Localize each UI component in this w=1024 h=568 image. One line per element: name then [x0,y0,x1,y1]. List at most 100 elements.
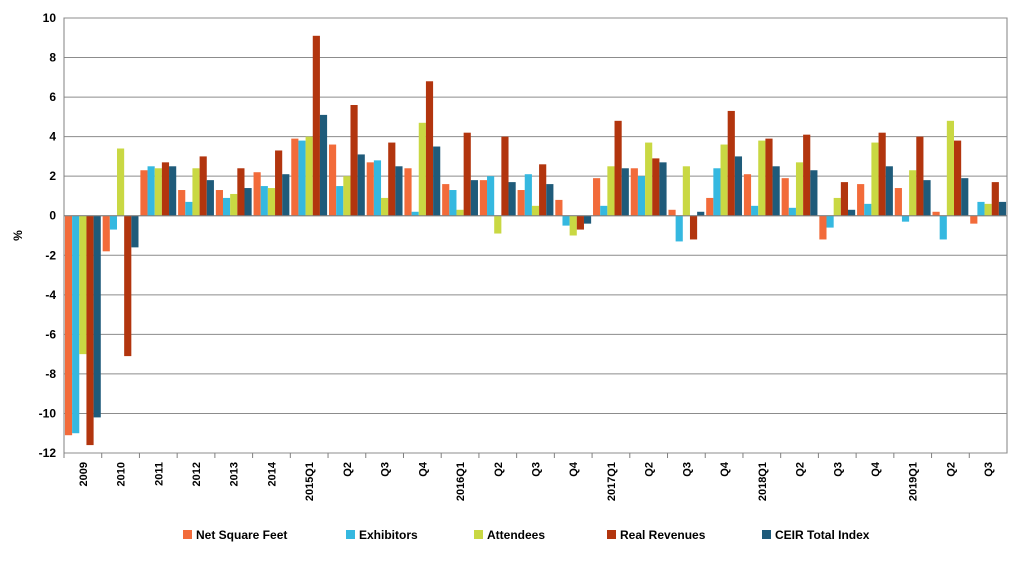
bar-exhibitors [487,176,495,216]
bar-net-square-feet [970,215,978,224]
bar-exhibitors [864,203,872,216]
y-axis-label: % [11,230,25,241]
bar-real-revenues [539,164,547,216]
bar-real-revenues [576,215,584,230]
bar-ceir-total-index [772,166,780,216]
bar-real-revenues [803,134,811,216]
bar-exhibitors [788,207,796,216]
bar-exhibitors [977,201,985,216]
bar-ceir-total-index [734,156,743,216]
x-tick-label: Q2 [342,462,354,477]
x-tick-label: 2011 [153,462,165,486]
bar-real-revenues [199,156,207,216]
bar-exhibitors [939,215,947,240]
bar-net-square-feet [178,190,186,216]
bar-real-revenues [954,140,962,216]
bar-attendees [343,176,351,216]
y-tick-label: 4 [49,130,56,144]
y-tick-label: -10 [39,406,57,420]
bar-ceir-total-index [508,182,516,216]
bar-exhibitors [260,186,268,216]
bar-exhibitors [449,190,457,216]
bar-net-square-feet [555,199,563,216]
x-tick-label: Q3 [531,462,543,477]
bar-attendees [795,162,804,216]
bar-ceir-total-index [848,209,856,216]
bar-attendees [758,140,766,216]
bar-real-revenues [840,182,849,216]
axes: 10 8 6 4 2 0 -2 -4 -6 -8 -10 -12 2009 2010 2011 2012 201… [39,11,1007,501]
x-tick-label: 2018Q1 [757,462,769,501]
x-tick-label: Q4 [568,461,580,477]
bar-ceir-total-index [810,170,818,216]
bar-exhibitors [524,174,532,216]
bar-attendees [154,168,162,216]
legend-label-real-revenues: Real Revenues [620,528,706,542]
bar-net-square-feet [706,197,714,216]
bar-attendees [720,144,728,216]
x-tick-label: 2016Q1 [455,462,467,501]
x-tick-label: Q3 [681,462,693,477]
bar-attendees [418,122,426,216]
bar-exhibitors [901,215,910,222]
bar-net-square-feet [253,172,261,216]
bar-attendees [79,215,87,355]
bar-attendees [946,120,955,216]
bar-ceir-total-index [659,162,667,216]
x-tick-label: Q3 [983,462,995,477]
y-tick-label: -4 [45,288,56,302]
bar-real-revenues [161,162,170,216]
bar-attendees [682,166,690,216]
bar-net-square-feet [442,184,450,216]
bar-net-square-feet [215,190,223,216]
bar-real-revenues [124,215,132,357]
bar-real-revenues [614,120,622,216]
bar-ceir-total-index [923,180,931,216]
bar-net-square-feet [630,168,638,216]
x-tick-label: 2019Q1 [908,462,920,501]
bar-attendees [984,203,992,216]
bar-attendees [607,166,615,216]
y-tick-label: -6 [45,327,56,341]
bar-exhibitors [185,201,193,216]
bar-exhibitors [562,215,570,226]
bar-real-revenues [312,35,320,216]
bar-attendees [116,148,125,216]
bar-attendees [494,215,502,234]
legend-label-exhibitors: Exhibitors [359,528,418,542]
bar-real-revenues [727,110,735,216]
bar-ceir-total-index [470,180,478,216]
bar-net-square-feet [291,138,299,216]
bar-ceir-total-index [546,184,554,216]
x-tick-label: Q2 [493,462,505,477]
bar-attendees [645,142,653,216]
y-tick-label: -8 [45,367,56,381]
bar-ceir-total-index [583,215,592,224]
bar-real-revenues [916,136,924,216]
bar-net-square-feet [404,168,412,216]
bar-net-square-feet [668,209,676,216]
y-tick-label: -12 [39,446,57,460]
bar-real-revenues [652,158,660,216]
bar-ceir-total-index [433,146,441,216]
legend: Net Square Feet Exhibitors Attendees Real R… [183,528,870,542]
bar-attendees [192,168,200,216]
x-tick-label: Q4 [417,461,429,477]
bar-exhibitors [675,215,683,242]
bar-ceir-total-index [357,154,365,216]
bar-exhibitors [298,140,306,216]
gridlines [63,17,1008,454]
bar-attendees [909,170,917,216]
x-tick-label: 2013 [229,462,241,486]
bar-exhibitors [411,211,419,216]
bar-exhibitors [147,166,155,216]
bar-attendees [833,197,841,216]
y-tick-label: 8 [49,51,56,65]
x-tick-label: Q3 [832,462,844,477]
y-tick-label: 2 [49,169,56,183]
bar-exhibitors [637,176,646,216]
legend-swatch-attendees [474,530,483,539]
bars [64,35,1007,446]
y-tick-label: 6 [49,90,56,104]
x-tick-label: Q2 [644,462,656,477]
